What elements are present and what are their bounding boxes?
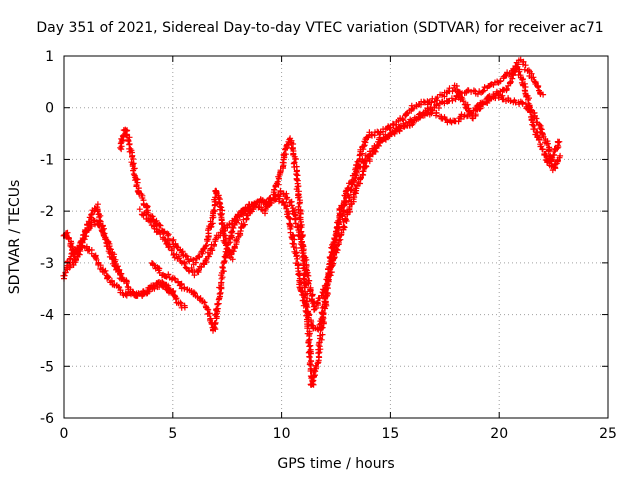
chart-title: Day 351 of 2021, Sidereal Day-to-day VTE… [36,20,604,36]
y-tick-label: 1 [45,49,54,65]
plot-frame [63,55,609,419]
series-3 [64,201,177,299]
series-6 [136,56,547,313]
y-tick-label: -2 [40,204,54,220]
x-tick-label: 20 [490,426,508,442]
x-tick-label: 25 [599,426,617,442]
y-tick-label: -1 [40,152,54,168]
x-tick-label: 10 [273,426,291,442]
grid-lines [64,56,608,418]
y-tick-label: -4 [40,308,54,324]
data-points [60,56,564,388]
series-markers [117,63,563,388]
y-tick-label: -3 [40,256,54,272]
x-axis-label: GPS time / hours [277,456,395,472]
series-markers [149,92,564,334]
y-tick-label: -5 [40,359,54,375]
series-markers [64,201,177,299]
series-markers [136,56,547,313]
x-tick-label: 0 [60,426,69,442]
x-tick-label: 5 [168,426,177,442]
y-tick-label: -6 [40,411,54,427]
series-4 [117,63,563,388]
axis-ticks: 0 5 10 15 20 25 -6 -5 -4 -3 -2 -1 0 1 [40,49,617,442]
series-5 [149,92,564,334]
y-tick-label: 0 [45,101,54,117]
x-tick-label: 15 [381,426,399,442]
